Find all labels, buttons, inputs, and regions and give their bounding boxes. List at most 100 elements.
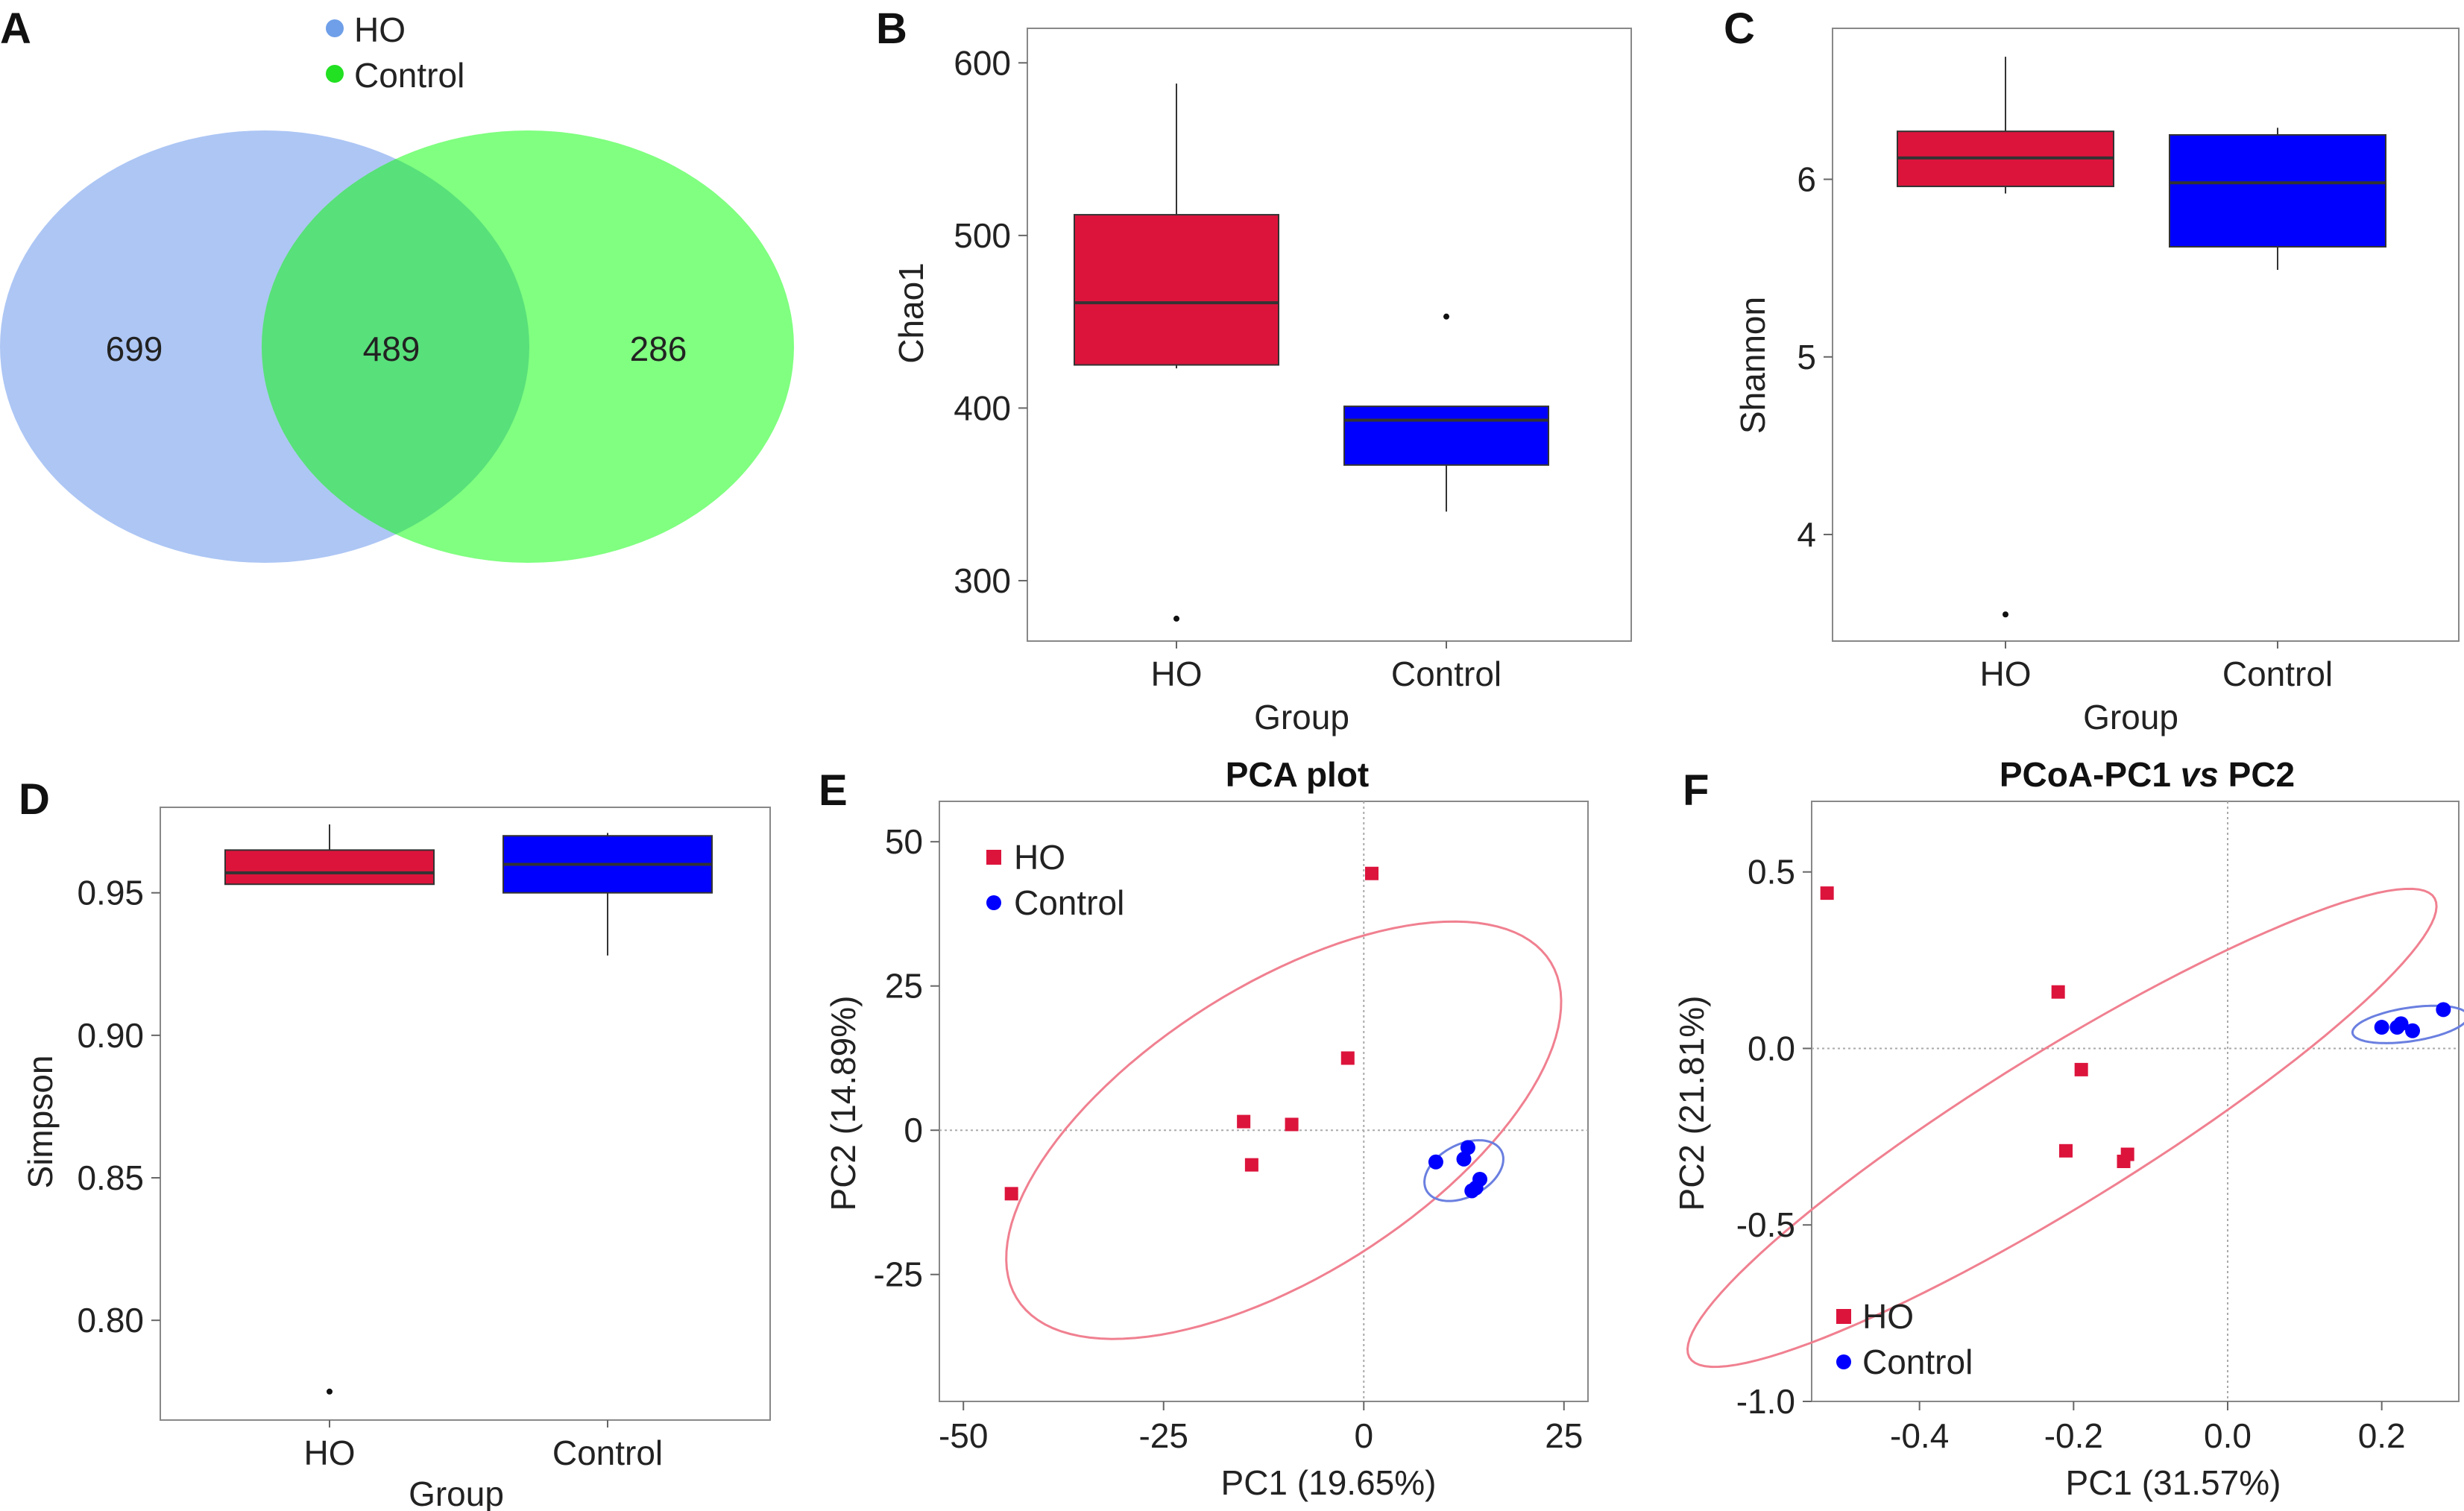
plot-frame bbox=[1811, 801, 2460, 1402]
chart-title: PCoA-PC1 vs PC2 bbox=[2000, 755, 2295, 794]
panel-letter-d: D bbox=[19, 775, 50, 824]
box bbox=[1074, 214, 1279, 366]
x-tick-labels: HO Control bbox=[1151, 641, 1502, 693]
panel-letter-e: E bbox=[819, 766, 848, 815]
y-tick-label: -0.5 bbox=[1736, 1205, 1795, 1244]
chart-title: PCA plot bbox=[1226, 755, 1370, 794]
point-ho bbox=[1244, 1158, 1258, 1172]
x-axis-label: Group bbox=[1254, 698, 1349, 736]
point-ho bbox=[1285, 1117, 1299, 1132]
y-axis-label: PC2 (21.81%) bbox=[1672, 996, 1711, 1211]
y-tick-label: 0.80 bbox=[77, 1301, 144, 1340]
legend-control-label: Control bbox=[1014, 883, 1124, 922]
legend-ho-marker bbox=[986, 850, 1001, 865]
x-tick-label: 0 bbox=[1354, 1416, 1373, 1455]
x-tick-label: Control bbox=[552, 1433, 663, 1472]
point-control bbox=[1456, 1151, 1472, 1167]
x-tick-label: HO bbox=[304, 1433, 356, 1472]
scatter-points bbox=[1820, 886, 2451, 1168]
y-tick-label: 0.95 bbox=[77, 874, 144, 912]
x-tick-label: -0.4 bbox=[1890, 1416, 1949, 1455]
y-tick-label: -1.0 bbox=[1736, 1382, 1795, 1421]
y-tick-label: 400 bbox=[954, 388, 1011, 427]
x-tick-label: -50 bbox=[939, 1416, 988, 1455]
confidence-ellipse-ho bbox=[1686, 887, 2438, 1369]
y-axis-label: PC2 (14.89%) bbox=[824, 996, 863, 1211]
simpson-boxplot-panel: D 0.80 0.85 0.90 0.95 HO Control Group Simps… bbox=[19, 775, 771, 1511]
box bbox=[2169, 133, 2386, 248]
confidence-ellipse-control bbox=[1423, 1139, 1504, 1202]
point-ho bbox=[1237, 1114, 1251, 1129]
y-tick-label: 0.90 bbox=[77, 1016, 144, 1055]
panel-letter-f: F bbox=[1683, 766, 1709, 815]
y-tick-label: 600 bbox=[954, 43, 1011, 82]
panel-letter-b: B bbox=[876, 4, 907, 53]
y-ticks: 0.80 0.85 0.90 0.95 bbox=[77, 874, 160, 1340]
x-tick-label: -25 bbox=[1138, 1416, 1188, 1455]
y-ticks: 300 400 500 600 bbox=[954, 43, 1027, 600]
y-tick-label: 0.5 bbox=[1748, 853, 1795, 892]
point-ho bbox=[2117, 1155, 2131, 1168]
x-tick-labels: HO Control bbox=[1980, 641, 2333, 693]
legend-control-marker bbox=[1836, 1354, 1851, 1369]
legend-ho-dot bbox=[326, 19, 344, 37]
plot-frame bbox=[1027, 28, 1632, 642]
legend: HO Control bbox=[1836, 1297, 1973, 1381]
panel-letter-c: C bbox=[1724, 4, 1755, 53]
point-control bbox=[1464, 1183, 1480, 1199]
y-tick-label: 5 bbox=[1797, 338, 1816, 376]
point-ho bbox=[1365, 866, 1378, 880]
x-tick-label: HO bbox=[1151, 654, 1203, 693]
legend-ho-marker bbox=[1836, 1309, 1851, 1324]
outlier-point bbox=[2003, 611, 2008, 618]
venn-control-only-count: 286 bbox=[630, 329, 687, 368]
shannon-boxplot-panel: C 4 5 6 HO Control Group Shannon bbox=[1724, 4, 2460, 736]
legend-ho-label: HO bbox=[1014, 838, 1065, 877]
point-control bbox=[2393, 1016, 2409, 1032]
point-control bbox=[2436, 1002, 2451, 1018]
axis-ticks: -0.4 -0.2 0.0 0.2 -1.0 -0.5 0.0 0.5 bbox=[1736, 853, 2406, 1455]
y-tick-label: 500 bbox=[954, 216, 1011, 255]
legend-ho-label: HO bbox=[1862, 1297, 1914, 1336]
confidence-ellipses bbox=[1686, 887, 2464, 1369]
box bbox=[1343, 406, 1549, 466]
confidence-ellipses bbox=[1005, 920, 1563, 1340]
x-axis-label: Group bbox=[2083, 698, 2178, 736]
outlier-point bbox=[1443, 313, 1449, 320]
point-control bbox=[2405, 1023, 2420, 1038]
plot-frame bbox=[1832, 28, 2460, 642]
x-tick-label: -0.2 bbox=[2044, 1416, 2103, 1455]
venn-intersection-count: 489 bbox=[363, 329, 420, 368]
venn-panel: A HO Control 699 489 286 bbox=[0, 4, 794, 563]
pcoa-scatter-panel: F PCoA-PC1 vs PC2 -0.4 -0.2 0.0 0.2 -1.0 -0.5… bbox=[1672, 755, 2464, 1502]
confidence-ellipse-ho bbox=[1005, 920, 1563, 1340]
y-axis-label: Shannon bbox=[1733, 297, 1772, 434]
box bbox=[224, 849, 435, 886]
reference-lines bbox=[939, 801, 1588, 1401]
x-tick-label: 25 bbox=[1545, 1416, 1583, 1455]
legend-control-label: Control bbox=[354, 56, 464, 95]
legend-control-dot bbox=[326, 65, 344, 83]
box-marks bbox=[1074, 83, 1549, 622]
point-control bbox=[1428, 1154, 1443, 1170]
y-tick-label: 0.0 bbox=[1748, 1029, 1795, 1067]
x-tick-label: 0.0 bbox=[2204, 1416, 2252, 1455]
point-ho bbox=[2051, 985, 2065, 999]
point-control bbox=[1460, 1140, 1475, 1155]
x-tick-label: Control bbox=[1391, 654, 1502, 693]
chao1-boxplot-panel: B 300 400 500 600 HO Control Group Chao1 bbox=[876, 4, 1632, 736]
box-marks bbox=[1897, 57, 2386, 618]
legend-control-marker bbox=[986, 895, 1001, 910]
plot-frame bbox=[939, 801, 1589, 1402]
confidence-ellipse-control bbox=[2351, 1004, 2464, 1044]
point-ho bbox=[2074, 1062, 2088, 1076]
y-tick-label: 25 bbox=[885, 967, 923, 1006]
point-control bbox=[2374, 1020, 2389, 1035]
plot-frame bbox=[160, 807, 771, 1421]
y-ticks: 4 5 6 bbox=[1797, 160, 1833, 554]
x-axis-label: PC1 (31.57%) bbox=[2066, 1463, 2281, 1502]
panel-letter-a: A bbox=[0, 4, 31, 53]
scatter-points bbox=[1004, 866, 1487, 1201]
x-axis-label: Group bbox=[409, 1474, 504, 1511]
